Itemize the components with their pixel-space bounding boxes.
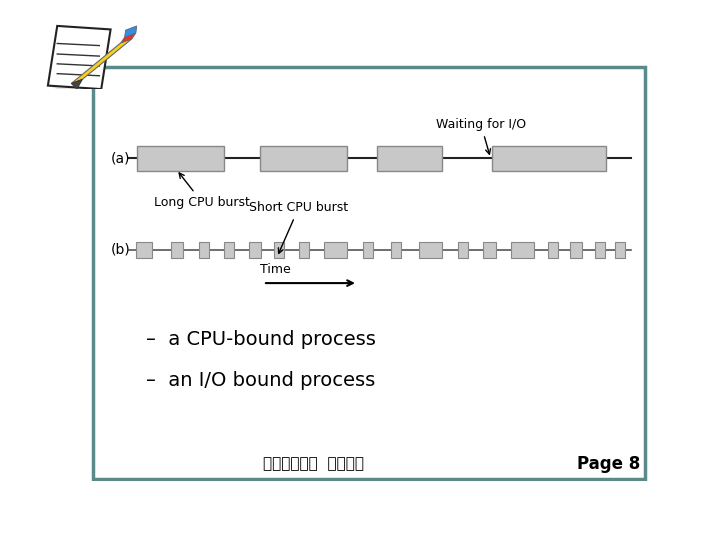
Polygon shape bbox=[71, 79, 83, 89]
Text: 컴퓨터공학과  운영체제: 컴퓨터공학과 운영체제 bbox=[263, 456, 364, 471]
Polygon shape bbox=[121, 33, 136, 43]
Polygon shape bbox=[71, 38, 132, 84]
Bar bbox=[224, 241, 234, 258]
Bar bbox=[570, 241, 582, 258]
Bar bbox=[483, 241, 495, 258]
Text: (a): (a) bbox=[111, 151, 130, 165]
Bar bbox=[300, 241, 310, 258]
Bar bbox=[249, 241, 261, 258]
Polygon shape bbox=[48, 26, 111, 89]
Bar bbox=[547, 241, 557, 258]
Bar bbox=[138, 146, 224, 171]
Bar bbox=[260, 146, 346, 171]
Text: Waiting for I/O: Waiting for I/O bbox=[436, 118, 526, 154]
Bar bbox=[171, 241, 183, 258]
Bar bbox=[377, 146, 441, 171]
Bar bbox=[324, 241, 347, 258]
Bar bbox=[492, 146, 606, 171]
Bar bbox=[511, 241, 534, 258]
Text: (b): (b) bbox=[111, 243, 130, 257]
Text: –  an I/O bound process: – an I/O bound process bbox=[145, 372, 375, 390]
Bar bbox=[364, 241, 374, 258]
Text: Time: Time bbox=[260, 262, 291, 275]
Bar bbox=[615, 241, 624, 258]
Bar bbox=[274, 241, 284, 258]
Bar bbox=[392, 241, 401, 258]
Bar bbox=[595, 241, 605, 258]
Bar bbox=[459, 241, 468, 258]
Bar bbox=[199, 241, 209, 258]
Bar bbox=[136, 241, 153, 258]
Text: –  a CPU-bound process: – a CPU-bound process bbox=[145, 330, 376, 349]
Text: Page 8: Page 8 bbox=[577, 455, 641, 473]
Text: Short CPU burst: Short CPU burst bbox=[249, 201, 348, 253]
Polygon shape bbox=[125, 26, 137, 37]
Bar bbox=[419, 241, 441, 258]
Text: Long CPU burst: Long CPU burst bbox=[154, 173, 250, 209]
Polygon shape bbox=[48, 84, 81, 93]
